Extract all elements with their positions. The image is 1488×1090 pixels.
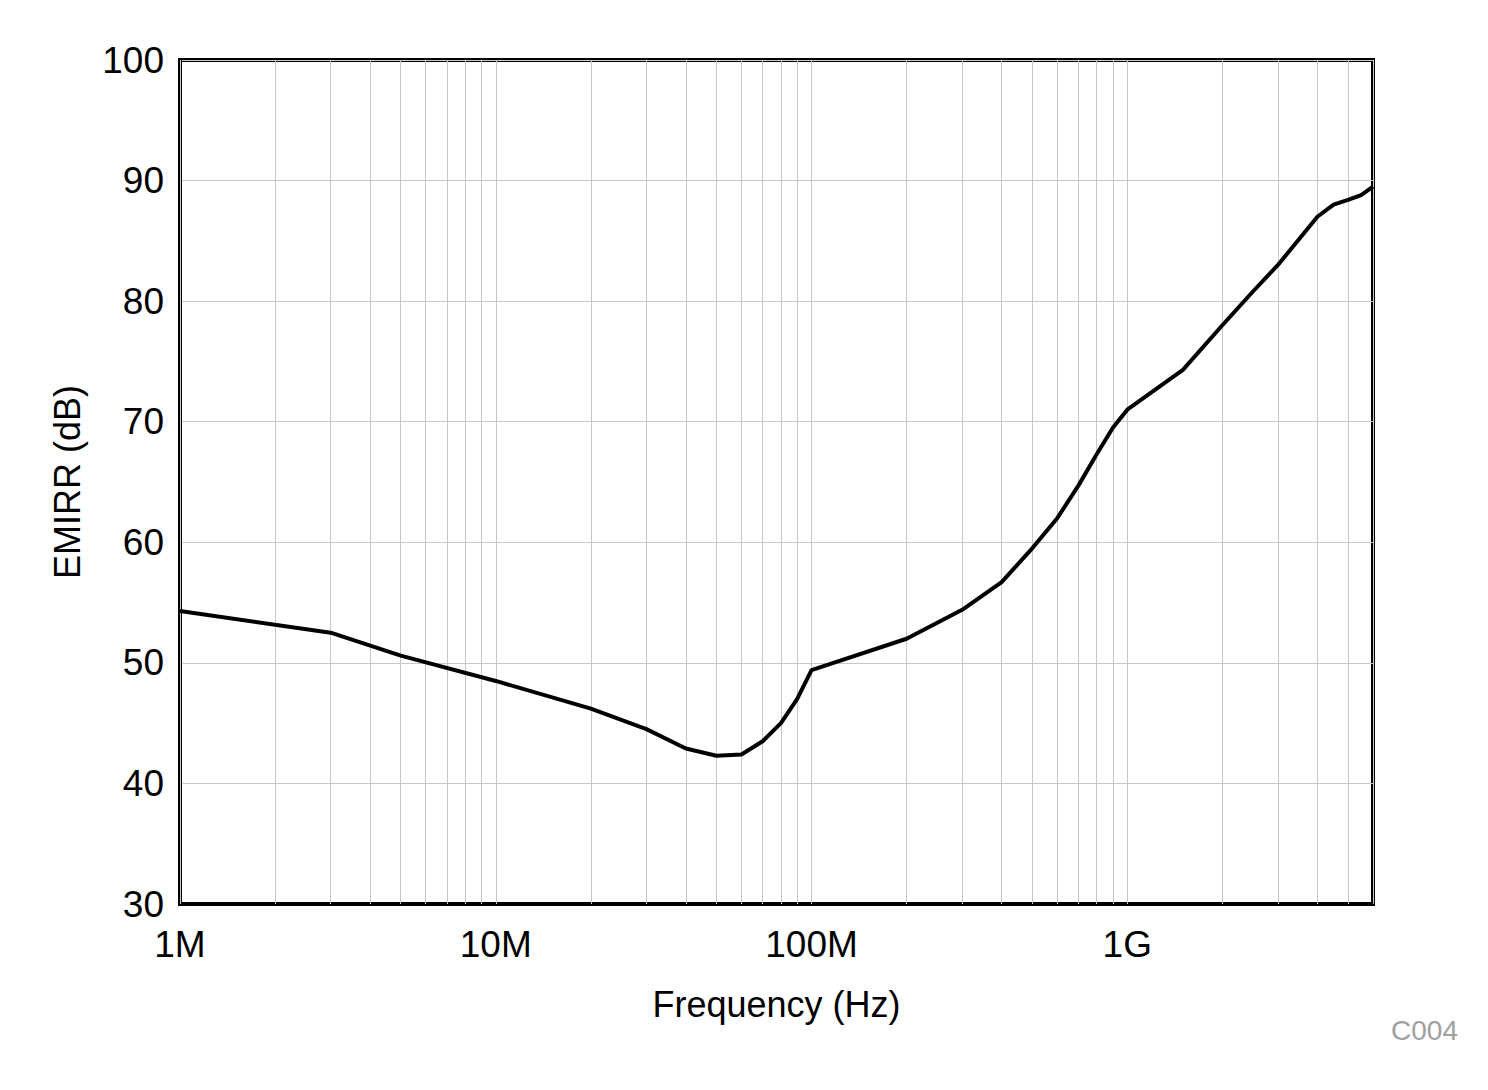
svg-text:50: 50	[123, 642, 164, 683]
svg-text:EMIRR (dB): EMIRR (dB)	[47, 385, 88, 579]
svg-text:Frequency (Hz): Frequency (Hz)	[652, 984, 900, 1025]
svg-text:70: 70	[123, 401, 164, 442]
svg-text:10M: 10M	[460, 924, 532, 965]
svg-text:100M: 100M	[765, 924, 858, 965]
svg-text:1M: 1M	[154, 924, 205, 965]
svg-text:100: 100	[102, 40, 164, 81]
svg-text:60: 60	[123, 522, 164, 563]
svg-text:80: 80	[123, 281, 164, 322]
svg-text:40: 40	[123, 763, 164, 804]
svg-text:90: 90	[123, 160, 164, 201]
svg-text:1G: 1G	[1103, 924, 1152, 965]
svg-text:C004: C004	[1391, 1015, 1458, 1046]
svg-text:30: 30	[123, 884, 164, 925]
